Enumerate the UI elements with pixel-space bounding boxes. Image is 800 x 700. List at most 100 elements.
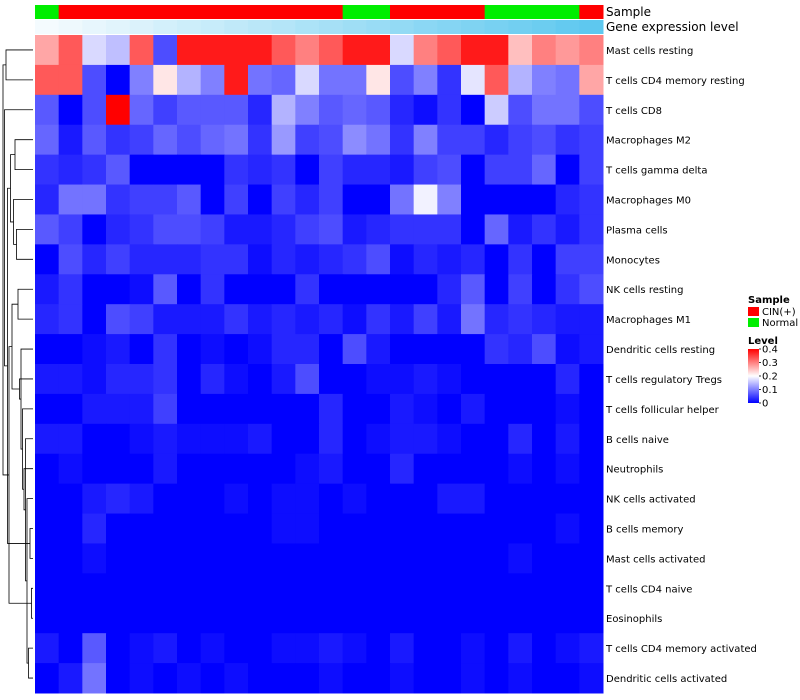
heatmap-cell — [82, 603, 107, 634]
heatmap-cell — [484, 513, 509, 544]
heatmap-cell — [35, 35, 60, 66]
expression-annotation-cell — [35, 20, 60, 34]
heatmap-cell — [35, 513, 60, 544]
expression-annotation-track — [35, 20, 604, 34]
heatmap-cell — [224, 304, 249, 335]
sample-annotation-cell — [342, 5, 367, 19]
heatmap-cell — [342, 244, 367, 275]
heatmap-cell — [319, 64, 344, 96]
heatmap-cell — [153, 513, 178, 544]
heatmap-cell — [437, 453, 462, 485]
heatmap-cell — [271, 573, 296, 604]
heatmap-cell — [177, 184, 202, 215]
heatmap-cell — [200, 573, 225, 604]
heatmap-cell — [319, 124, 344, 156]
heatmap-cell — [153, 304, 178, 335]
heatmap-cell — [153, 423, 178, 455]
heatmap-cell — [555, 244, 580, 275]
row-label: Macrophages M2 — [606, 136, 691, 147]
heatmap-cell — [366, 543, 391, 574]
heatmap-cell — [342, 184, 367, 215]
heatmap-cell — [35, 393, 60, 425]
heatmap-cell — [224, 274, 249, 305]
heatmap-cell — [532, 244, 557, 275]
expression-annotation-cell — [579, 20, 604, 34]
row-label: Neutrophils — [606, 465, 663, 476]
heatmap-cell — [58, 633, 83, 664]
heatmap-cell — [153, 633, 178, 664]
expression-annotation-cell — [177, 20, 202, 34]
heatmap-cell — [555, 393, 580, 425]
heatmap-cell — [129, 184, 154, 215]
heatmap-cell — [342, 64, 367, 96]
expression-annotation-cell — [153, 20, 178, 34]
heatmap-cell — [366, 483, 391, 515]
heatmap-cell — [390, 244, 415, 275]
heatmap-cell — [461, 633, 486, 664]
heatmap-cell — [200, 184, 225, 215]
heatmap-cell — [224, 364, 249, 395]
heatmap-cell — [129, 543, 154, 574]
heatmap-cell — [390, 364, 415, 395]
heatmap-cell — [508, 633, 533, 664]
heatmap-cell — [484, 274, 509, 305]
heatmap-cell — [200, 154, 225, 186]
heatmap-cell — [224, 453, 249, 485]
heatmap-cell — [532, 453, 557, 485]
heatmap-cell — [82, 513, 107, 544]
heatmap-cell — [129, 513, 154, 544]
heatmap-cell — [106, 393, 131, 425]
heatmap-cell — [106, 513, 131, 544]
heatmap-cell — [390, 124, 415, 156]
heatmap-cell — [271, 94, 296, 126]
heatmap-cell — [153, 334, 178, 365]
heatmap-cell — [295, 603, 320, 634]
heatmap-cell — [366, 334, 391, 365]
heatmap-cell — [248, 663, 273, 694]
heatmap-cell — [461, 35, 486, 66]
heatmap-cell — [271, 453, 296, 485]
heatmap-cell — [413, 334, 438, 365]
heatmap-cell — [366, 124, 391, 156]
heatmap-cell — [271, 244, 296, 275]
heatmap-cell — [177, 573, 202, 604]
heatmap-cell — [129, 304, 154, 335]
heatmap-cell — [579, 334, 604, 365]
heatmap-cell — [413, 483, 438, 515]
heatmap-cell — [342, 633, 367, 664]
heatmap-cell — [35, 663, 60, 694]
heatmap-cell — [508, 124, 533, 156]
dendrogram-branch — [28, 647, 33, 679]
heatmap-cell — [319, 364, 344, 395]
heatmap-cell — [35, 64, 60, 96]
heatmap-cell — [106, 35, 131, 66]
heatmap-cell — [413, 453, 438, 485]
heatmap-cell — [461, 603, 486, 634]
heatmap-cell — [413, 423, 438, 455]
heatmap-cell — [319, 274, 344, 305]
row-label: Mast cells resting — [606, 46, 693, 57]
heatmap-cell — [177, 453, 202, 485]
heatmap-cell — [437, 184, 462, 215]
legend-swatch-normal — [748, 318, 759, 327]
sample-annotation-cell — [271, 5, 296, 19]
heatmap-cell — [484, 184, 509, 215]
row-label: Dendritic cells resting — [606, 345, 715, 356]
heatmap-cell — [153, 483, 178, 515]
heatmap-cell — [437, 64, 462, 96]
heatmap-cell — [224, 64, 249, 96]
level-tick-label: 0.2 — [762, 372, 778, 383]
heatmap-cell — [461, 214, 486, 245]
heatmap-cell — [461, 94, 486, 126]
heatmap-cell — [295, 573, 320, 604]
heatmap-cell — [484, 663, 509, 694]
heatmap-cell — [153, 214, 178, 245]
heatmap-cell — [579, 633, 604, 664]
heatmap-cell — [106, 603, 131, 634]
heatmap-cell — [413, 184, 438, 215]
heatmap-cell — [390, 184, 415, 215]
heatmap-cell — [319, 393, 344, 425]
heatmap-cell — [555, 573, 580, 604]
heatmap-cell — [579, 663, 604, 694]
heatmap-cell — [484, 483, 509, 515]
